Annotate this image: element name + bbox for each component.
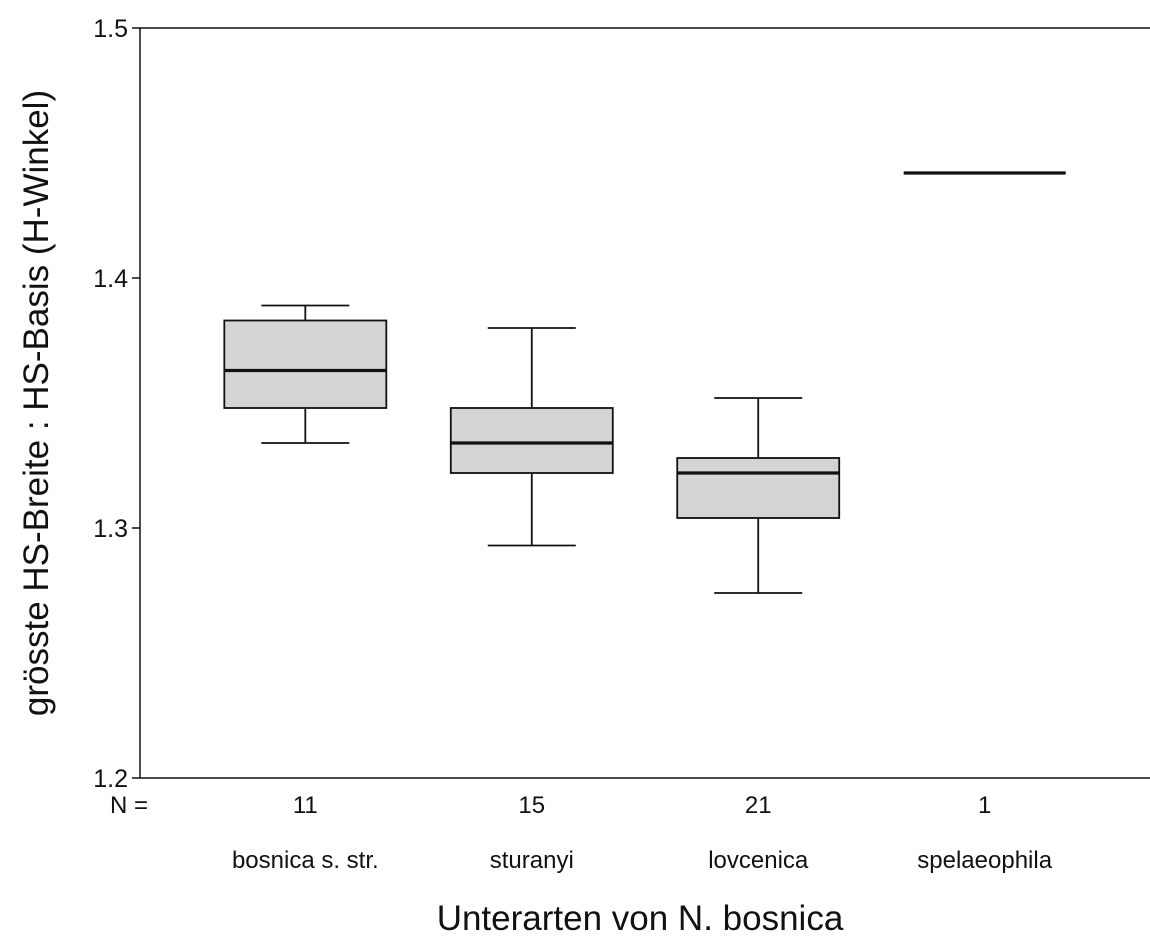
category-label: sturanyi	[490, 847, 574, 874]
y-tick-label: 1.4	[93, 265, 128, 293]
box-iqr	[676, 457, 841, 519]
box-group	[449, 327, 614, 547]
box-group	[223, 304, 388, 444]
n-count-label: 21	[745, 792, 772, 819]
plot-frame	[139, 27, 1150, 779]
x-axis-title: Unterarten von N. bosnica	[437, 899, 844, 938]
x-axis-labels: N = 11 bosnica s. str. 15 sturanyi 21 lovceni…	[110, 792, 1053, 874]
category-label: spelaeophila	[917, 847, 1052, 874]
n-count-label: 1	[978, 792, 991, 819]
n-count-label: 11	[293, 792, 318, 819]
y-tick-label: 1.3	[93, 515, 128, 543]
category-label: bosnica s. str.	[232, 847, 379, 874]
box-group	[676, 397, 841, 594]
y-tick-label: 1.5	[93, 15, 128, 43]
box-iqr	[449, 407, 614, 474]
y-axis-ticks: 1.2 1.3 1.4 1.5	[93, 15, 140, 793]
box-iqr	[223, 319, 388, 409]
category-label: lovcenica	[708, 847, 809, 874]
n-prefix-label: N =	[110, 792, 148, 819]
n-count-label: 15	[518, 792, 545, 819]
y-tick-label: 1.2	[93, 765, 128, 793]
y-axis-title: grösste HS-Breite : HS-Basis (H-Winkel)	[17, 90, 56, 716]
box-series	[223, 171, 1066, 594]
